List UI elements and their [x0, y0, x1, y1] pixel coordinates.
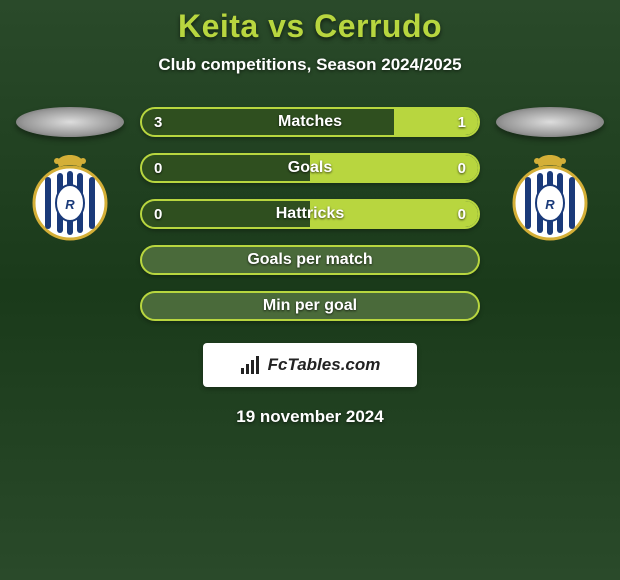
player-right-photo-placeholder — [496, 107, 604, 137]
bar-label: Matches — [142, 109, 478, 135]
stat-bar: Matches3 1 — [140, 107, 480, 137]
bar-value-right: 0 — [458, 201, 466, 227]
comparison-bars: Matches31Goals00Hattricks00Goals per mat… — [140, 107, 480, 321]
svg-text:R: R — [545, 197, 555, 212]
stat-bar: Goals per match — [140, 245, 480, 275]
bar-value-left: 0 — [154, 155, 162, 181]
brand-box: FcTables.com — [203, 343, 417, 387]
stat-bar: Min per goal — [140, 291, 480, 321]
player-left-photo-placeholder — [16, 107, 124, 137]
stat-bar: Hattricks0 0 — [140, 199, 480, 229]
brand-text: FcTables.com — [268, 355, 381, 375]
date-text: 19 november 2024 — [236, 407, 383, 427]
page-subtitle: Club competitions, Season 2024/2025 — [158, 55, 461, 75]
chart-icon — [240, 356, 262, 374]
bar-label: Hattricks — [142, 201, 478, 227]
bar-value-left: 0 — [154, 201, 162, 227]
club-badge-right: R — [507, 155, 593, 241]
svg-text:R: R — [65, 197, 75, 212]
page-title: Keita vs Cerrudo — [178, 8, 442, 45]
bar-value-left: 3 — [154, 109, 162, 135]
stat-bar: Goals0 0 — [140, 153, 480, 183]
bar-label: Goals per match — [142, 247, 478, 273]
bar-label: Goals — [142, 155, 478, 181]
bar-value-right: 0 — [458, 155, 466, 181]
bar-value-right: 1 — [458, 109, 466, 135]
bar-label: Min per goal — [142, 293, 478, 319]
club-badge-left: R — [27, 155, 113, 241]
